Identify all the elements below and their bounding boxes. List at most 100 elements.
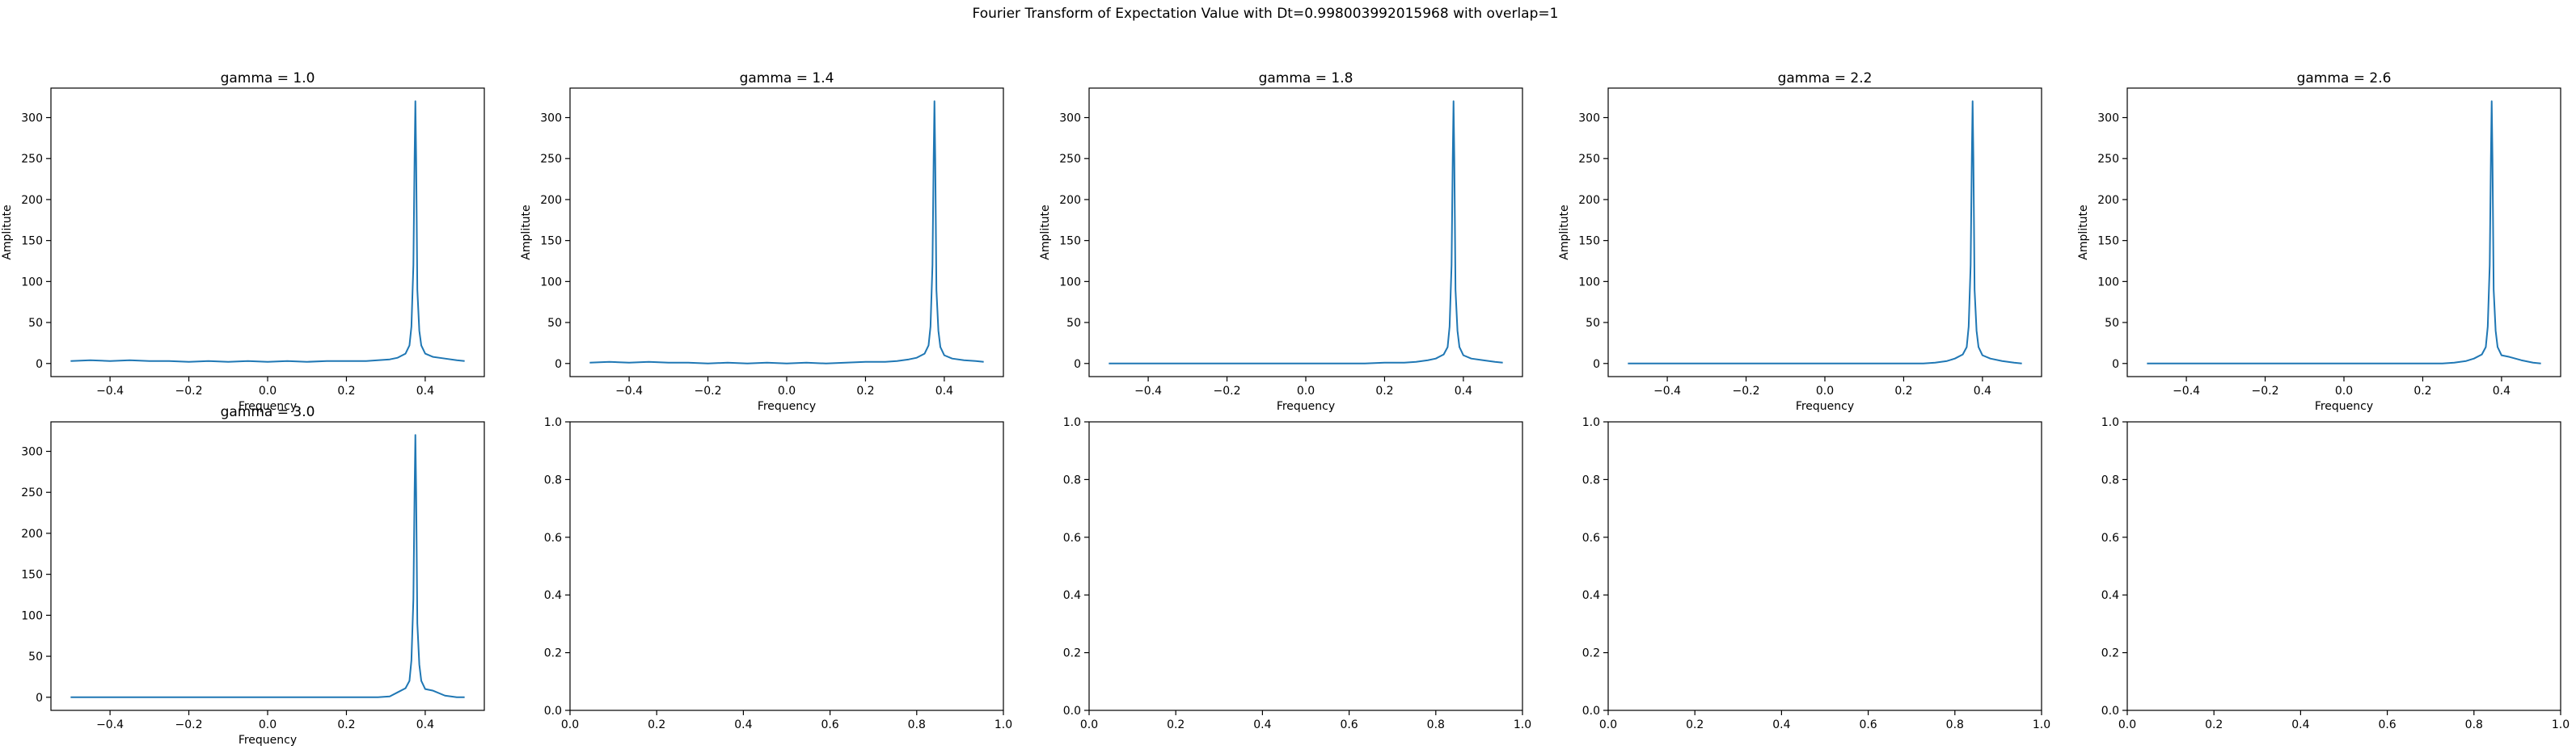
y-tick-label: 200	[2097, 194, 2119, 207]
subplot-6: −0.4 −0.2 0.0 0.2 0.4 0 50 100 150 200 250 300 gamma…	[21, 404, 485, 747]
series-line-1	[70, 434, 465, 698]
x-tick-label: 0.2	[337, 385, 355, 398]
y-tick-label: 50	[28, 651, 43, 663]
y-tick-label: 0.0	[544, 705, 562, 718]
y-tick-label: 250	[21, 153, 43, 166]
x-tick-label: 1.0	[2033, 718, 2050, 731]
y-tick-label: 0	[1074, 358, 1081, 371]
subplots-grid: −0.4 −0.2 0.0 0.2 0.4 0 50 100 150 200 250 300 gamma…	[1, 70, 2570, 747]
y-tick-label: 0.4	[1063, 589, 1081, 602]
x-tick-label: 0.6	[821, 718, 838, 731]
x-tick-label: 0.0	[1080, 718, 1098, 731]
x-tick-label: −0.2	[175, 718, 203, 731]
x-tick-label: 0.0	[1297, 385, 1315, 398]
y-tick-label: 300	[21, 446, 43, 459]
y-tick-label: 150	[21, 235, 43, 248]
x-tick-label: −0.2	[1214, 385, 1241, 398]
x-tick-label: 0.2	[1894, 385, 1912, 398]
x-tick-label: 0.0	[2335, 385, 2353, 398]
y-tick-label: 150	[1578, 235, 1600, 248]
x-tick-label: 0.4	[734, 718, 752, 731]
x-axis-label: Frequency	[758, 400, 816, 413]
subplot-4: −0.4 −0.2 0.0 0.2 0.4 0 50 100 150 200 250 300 gamma…	[1558, 70, 2042, 413]
y-tick-label: 150	[540, 235, 562, 248]
x-tick-label: 0.4	[935, 385, 953, 398]
y-tick-label: 200	[540, 194, 562, 207]
series-line-1	[1109, 100, 1503, 364]
x-tick-label: 0.2	[1375, 385, 1393, 398]
y-tick-label: 300	[540, 112, 562, 125]
y-tick-label: 1.0	[544, 416, 562, 429]
axes-frame	[1607, 421, 2042, 711]
y-tick-label: 100	[21, 276, 43, 289]
y-tick-label: 50	[1066, 317, 1081, 330]
x-tick-label: 0.2	[648, 718, 665, 731]
x-tick-label: 0.0	[561, 718, 579, 731]
x-tick-label: −0.2	[695, 385, 722, 398]
y-tick-label: 150	[2097, 235, 2119, 248]
x-tick-label: 0.0	[259, 385, 277, 398]
y-axis-label: Amplitute	[2077, 204, 2090, 259]
y-tick-label: 0	[36, 692, 43, 705]
x-tick-label: −0.2	[2252, 385, 2279, 398]
y-tick-label: 0.0	[2101, 705, 2119, 718]
y-axis-label: Amplitute	[1558, 204, 1571, 259]
series-line-1	[589, 100, 984, 364]
x-tick-label: 1.0	[1514, 718, 1531, 731]
y-tick-label: 150	[21, 569, 43, 582]
x-tick-label: 0.8	[1427, 718, 1445, 731]
subplot-5: −0.4 −0.2 0.0 0.2 0.4 0 50 100 150 200 250 300 gamma…	[2077, 70, 2561, 413]
y-tick-label: 0	[36, 358, 43, 371]
subplot-7: 0.0 0.2 0.4 0.6 0.8 1.0 0.0 0.2 0.4 0.6 0.8 1.0	[544, 416, 1012, 731]
y-tick-label: 200	[21, 528, 43, 541]
subplot-title: gamma = 1.4	[740, 70, 834, 86]
y-tick-label: 0.8	[1582, 474, 1600, 487]
y-tick-label: 0.0	[1582, 705, 1600, 718]
x-axis-label: Frequency	[1277, 400, 1335, 413]
y-tick-label: 0.2	[544, 647, 562, 660]
y-tick-label: 300	[1059, 112, 1081, 125]
series-line-1	[1628, 100, 2022, 364]
subplot-title: gamma = 3.0	[221, 404, 315, 420]
subplot-9: 0.0 0.2 0.4 0.6 0.8 1.0 0.0 0.2 0.4 0.6 0.8 1.0	[1582, 416, 2050, 731]
y-tick-label: 0.4	[544, 589, 562, 602]
y-tick-label: 300	[1578, 112, 1600, 125]
y-tick-label: 0	[555, 358, 562, 371]
x-tick-label: 0.2	[1686, 718, 1704, 731]
x-tick-label: 0.2	[2205, 718, 2223, 731]
y-tick-label: 0.4	[1582, 589, 1600, 602]
y-tick-label: 0	[2112, 358, 2119, 371]
y-tick-label: 0.8	[544, 474, 562, 487]
x-tick-label: 0.2	[1167, 718, 1185, 731]
x-axis-label: Frequency	[239, 400, 297, 413]
x-tick-label: 0.2	[2413, 385, 2431, 398]
x-axis-label: Frequency	[2315, 400, 2373, 413]
y-axis-label: Amplitute	[1039, 204, 1052, 259]
y-tick-label: 1.0	[1063, 416, 1081, 429]
subplot-title: gamma = 2.6	[2297, 70, 2392, 86]
x-tick-label: 0.8	[908, 718, 926, 731]
x-axis-label: Frequency	[239, 734, 297, 747]
x-tick-label: 0.4	[2493, 385, 2511, 398]
x-tick-label: 0.4	[1253, 718, 1271, 731]
figure-suptitle: Fourier Transform of Expectation Value w…	[973, 6, 1559, 22]
y-tick-label: 300	[2097, 112, 2119, 125]
y-tick-label: 200	[1059, 194, 1081, 207]
x-tick-label: 1.0	[2552, 718, 2570, 731]
y-tick-label: 0.2	[2101, 647, 2119, 660]
axes-frame	[569, 421, 1004, 711]
x-tick-label: 1.0	[995, 718, 1012, 731]
x-tick-label: 0.4	[416, 718, 434, 731]
x-tick-label: 0.6	[1859, 718, 1877, 731]
y-tick-label: 250	[1059, 153, 1081, 166]
series-line-1	[70, 100, 465, 363]
x-tick-label: −0.2	[175, 385, 203, 398]
y-tick-label: 100	[1059, 276, 1081, 289]
x-axis-label: Frequency	[1796, 400, 1854, 413]
y-tick-label: 250	[1578, 153, 1600, 166]
y-tick-label: 100	[21, 609, 43, 622]
x-tick-label: −0.4	[2173, 385, 2200, 398]
y-tick-label: 50	[2105, 317, 2119, 330]
y-tick-label: 0.8	[2101, 474, 2119, 487]
x-tick-label: 0.4	[416, 385, 434, 398]
